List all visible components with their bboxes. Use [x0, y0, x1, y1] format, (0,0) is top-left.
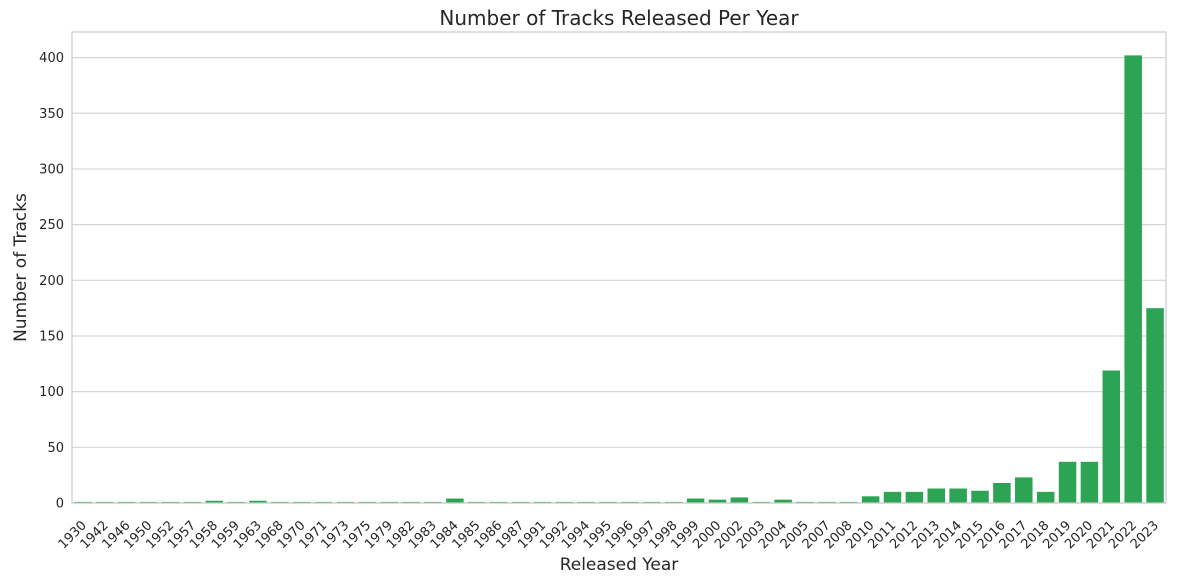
y-axis-ticks: 0 50 100 150 200 250 300 350 400 — [39, 51, 64, 511]
bar-2014 — [949, 488, 967, 503]
x-axis-title: Released Year — [560, 555, 679, 575]
y-tick-label: 100 — [39, 385, 64, 400]
bar-2020 — [1080, 461, 1099, 503]
y-axis-title: Number of Tracks — [11, 193, 31, 342]
plot-frame — [71, 31, 1167, 504]
bar-2000 — [708, 499, 727, 503]
bar-1999 — [686, 498, 705, 503]
bar-2023 — [1146, 308, 1164, 503]
y-tick-label: 150 — [39, 329, 64, 344]
bar-2019 — [1058, 461, 1077, 503]
bar-2002 — [730, 497, 749, 503]
x-axis-ticks: 1930194219461950195219571958195919631968… — [56, 518, 1162, 552]
bar-1958 — [205, 500, 223, 503]
bar-2011 — [883, 491, 902, 503]
chart-title: Number of Tracks Released Per Year — [439, 6, 799, 30]
y-tick-label: 50 — [47, 441, 64, 456]
bar-2013 — [927, 488, 946, 503]
y-tick-label: 250 — [39, 218, 64, 233]
y-tick-label: 0 — [56, 497, 64, 512]
y-tick-label: 200 — [39, 274, 64, 289]
bar-2004 — [774, 499, 792, 503]
y-tick-label: 400 — [39, 51, 64, 66]
bar-2012 — [905, 491, 924, 503]
bar-2017 — [1015, 477, 1033, 503]
bar-1963 — [249, 500, 267, 503]
bar-2015 — [971, 490, 989, 503]
bar-2016 — [993, 482, 1011, 503]
bar-2021 — [1102, 370, 1121, 503]
y-tick-label: 350 — [39, 107, 64, 122]
bar-2010 — [861, 496, 880, 503]
bar-2018 — [1036, 491, 1055, 503]
bar-1984 — [446, 498, 464, 503]
bar-2022 — [1124, 55, 1142, 503]
y-tick-label: 300 — [39, 162, 64, 177]
